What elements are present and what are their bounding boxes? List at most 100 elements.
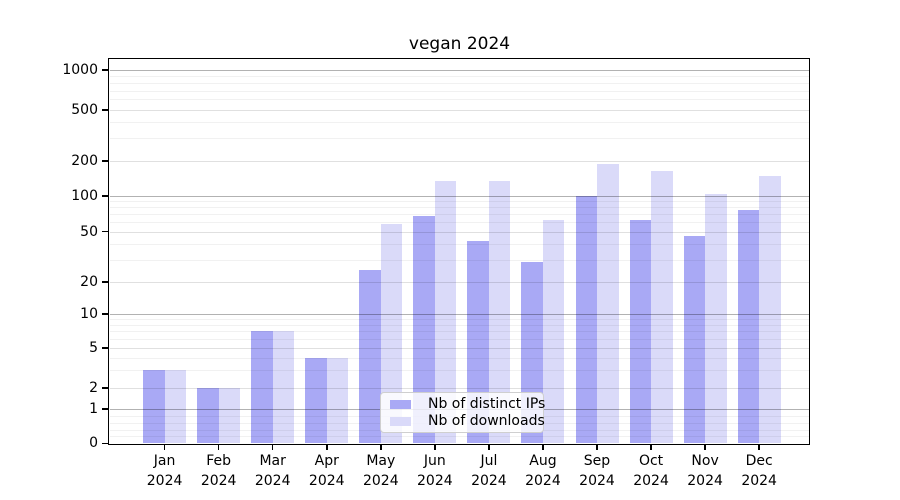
- bar-downloads: [597, 163, 619, 444]
- gridline-major: [110, 348, 809, 349]
- bar-distinct-ips: [683, 236, 706, 444]
- y-axis-tick-label: 0: [89, 435, 98, 452]
- gridline-decade: [110, 70, 809, 72]
- gridline-minor: [110, 122, 809, 124]
- legend-item-distinct-ips: Nb of distinct IPs: [387, 396, 545, 412]
- y-axis-tick-label: 500: [71, 102, 98, 118]
- bar-distinct-ips: [143, 370, 165, 444]
- legend-swatch-distinct-ips: [390, 399, 411, 409]
- y-axis-tick-label: 1: [89, 401, 98, 417]
- y-axis-tick: [102, 69, 109, 71]
- bar-distinct-ips: [197, 388, 219, 444]
- x-axis-tick: [434, 444, 436, 450]
- y-axis-tick: [102, 387, 109, 389]
- bar-downloads: [218, 388, 241, 444]
- y-axis-tick-label: 200: [71, 153, 98, 169]
- gridline-minor: [110, 138, 809, 140]
- gridline-minor: [110, 201, 809, 203]
- gridline-major: [110, 282, 809, 283]
- y-axis-tick: [102, 313, 109, 315]
- x-axis-tick: [163, 444, 166, 450]
- bar-downloads: [326, 357, 349, 444]
- gridline-minor: [110, 214, 809, 216]
- y-axis-tick: [102, 281, 109, 283]
- legend-label-distinct-ips: Nb of distinct IPs: [428, 396, 546, 412]
- x-axis-tick-label: Jun 2024: [417, 453, 453, 489]
- y-axis-tick-label: 100: [71, 188, 98, 204]
- bar-distinct-ips: [251, 331, 273, 444]
- gridline-minor: [110, 76, 809, 77]
- legend-item-downloads: Nb of downloads: [387, 413, 545, 429]
- bar-downloads: [164, 370, 187, 444]
- bar-distinct-ips: [305, 357, 327, 444]
- gridline-decade: [110, 314, 809, 316]
- gridline-major: [110, 110, 809, 111]
- bar-downloads: [488, 180, 511, 444]
- plot-area: [110, 60, 809, 444]
- gridline-minor: [110, 370, 809, 372]
- x-axis-tick: [596, 444, 598, 450]
- y-axis-tick: [102, 442, 109, 445]
- bar-distinct-ips: [575, 196, 597, 444]
- x-axis-tick: [758, 444, 760, 450]
- x-axis-tick: [380, 444, 382, 450]
- y-axis-tick: [102, 160, 109, 162]
- bar-downloads: [542, 220, 565, 444]
- gridline-minor: [110, 243, 809, 245]
- y-axis-tick: [102, 230, 109, 233]
- x-axis-tick: [326, 444, 328, 450]
- x-axis-tick: [488, 444, 490, 450]
- gridline-minor: [110, 319, 809, 321]
- gridline-decade: [110, 196, 809, 198]
- gridline-major: [110, 388, 809, 389]
- bar-downloads: [380, 223, 403, 444]
- y-axis-tick-label: 2: [89, 380, 98, 396]
- gridline-minor: [110, 222, 809, 224]
- x-axis-tick-label: Sep 2024: [579, 453, 615, 489]
- x-axis-tick-label: May 2024: [362, 453, 399, 489]
- y-axis-tick-label: 5: [89, 340, 98, 356]
- bar-distinct-ips: [413, 215, 435, 444]
- x-axis-tick: [650, 444, 652, 450]
- y-axis-tick: [102, 408, 109, 410]
- x-axis-tick-label: Nov 2024: [687, 453, 723, 489]
- gridline-major: [110, 231, 809, 233]
- x-axis-tick-label: Jan 2024: [146, 453, 183, 489]
- gridline-minor: [110, 324, 809, 326]
- y-axis-tick-label: 20: [80, 274, 98, 290]
- x-axis-tick-label: Dec 2024: [741, 453, 777, 489]
- gridline-major: [110, 161, 809, 162]
- bar-distinct-ips: [629, 220, 652, 444]
- y-axis-tick-label: 10: [80, 306, 98, 322]
- legend-label-downloads: Nb of downloads: [428, 413, 545, 429]
- legend-swatch-downloads: [390, 416, 411, 426]
- bar-downloads: [759, 175, 781, 444]
- x-axis-tick: [704, 444, 706, 450]
- x-axis-tick-label: Apr 2024: [308, 453, 345, 489]
- bar-distinct-ips: [737, 210, 760, 444]
- y-axis-tick-label: 50: [80, 223, 98, 240]
- gridline-minor: [110, 82, 809, 84]
- y-axis-tick-label: 1000: [62, 62, 98, 78]
- gridline-minor: [110, 357, 809, 359]
- gridline-minor: [110, 436, 809, 438]
- bar-downloads: [434, 180, 457, 444]
- bar-downloads: [705, 193, 727, 444]
- x-axis-tick: [217, 444, 220, 450]
- chart-title: vegan 2024: [408, 34, 511, 54]
- gridline-minor: [110, 90, 809, 92]
- bar-distinct-ips: [359, 269, 381, 444]
- x-axis-tick-label: Jul 2024: [471, 453, 507, 489]
- y-axis-tick: [102, 347, 109, 349]
- x-axis-tick: [271, 444, 274, 450]
- gridline-minor: [110, 331, 809, 333]
- x-axis-tick-label: Mar 2024: [254, 453, 291, 489]
- bar-downloads: [651, 170, 673, 444]
- x-axis-tick-label: Aug 2024: [525, 453, 561, 489]
- bar-downloads: [272, 331, 295, 444]
- gridline-minor: [110, 259, 809, 261]
- x-axis-tick: [542, 444, 544, 450]
- gridline-minor: [110, 207, 809, 209]
- y-axis-tick: [102, 195, 109, 197]
